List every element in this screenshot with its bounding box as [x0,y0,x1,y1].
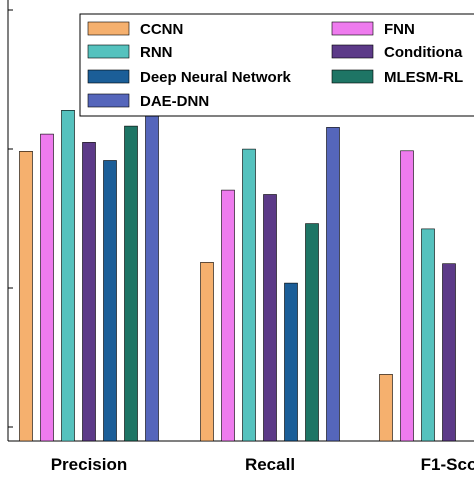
bar-dae-dnn-recall [326,127,340,442]
bar-fnn-f1-score [400,150,414,442]
bar-conditional-precision [82,142,96,442]
bar-rnn-f1-score [421,228,435,442]
legend-swatch-fnn [331,21,374,36]
bar-conditional-f1-score [442,263,456,442]
bar-rnn-precision [61,110,75,442]
bar-fnn-recall [221,189,235,442]
legend-label-conditional: Conditiona [384,44,463,61]
legend-label-fnn: FNN [384,21,415,38]
legend-swatch-ccnn [87,21,130,36]
legend: CCNN RNN Deep Neural Network DAE-DNN FNN… [79,13,474,117]
legend-box [79,13,474,117]
legend-label-deep-neural-network: Deep Neural Network [140,69,292,86]
bar-mlesm-rl-recall [305,223,319,442]
legend-swatch-dae-dnn [87,93,130,108]
bar-deep-neural-network-precision [103,160,117,442]
bar-ccnn-f1-score [379,374,393,442]
legend-swatch-deep-neural-network [87,69,130,84]
bar-fnn-precision [40,133,54,442]
legend-label-rnn: RNN [140,44,173,61]
bars-group [19,51,456,442]
legend-swatch-mlesm-rl [331,69,374,84]
bar-rnn-recall [242,148,256,442]
legend-label-mlesm-rl: MLESM-RL [384,69,463,86]
bar-conditional-recall [263,194,277,442]
legend-swatch-conditional [331,44,374,59]
legend-label-dae-dnn: DAE-DNN [140,93,209,110]
bar-ccnn-recall [200,262,214,442]
x-tick-label-f1-score: F1-Sco [421,455,474,474]
bar-mlesm-rl-precision [124,125,138,442]
bar-ccnn-precision [19,151,33,442]
legend-swatch-rnn [87,44,130,59]
legend-label-ccnn: CCNN [140,21,183,38]
bar-deep-neural-network-recall [284,282,298,442]
x-tick-label-recall: Recall [245,455,295,474]
x-tick-label-precision: Precision [51,455,128,474]
